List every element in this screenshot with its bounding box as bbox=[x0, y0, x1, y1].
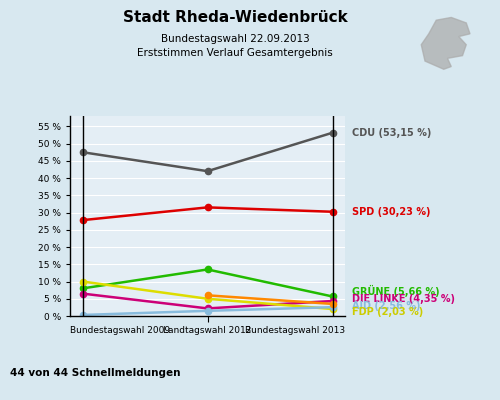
Text: Bundestagswahl 2013: Bundestagswahl 2013 bbox=[245, 326, 345, 335]
Text: Stadt Rheda-Wiedenbrück: Stadt Rheda-Wiedenbrück bbox=[122, 10, 348, 25]
Text: FDP (2,03 %): FDP (2,03 %) bbox=[352, 307, 424, 317]
Text: 44 von 44 Schnellmeldungen: 44 von 44 Schnellmeldungen bbox=[10, 368, 180, 378]
Text: CDU (53,15 %): CDU (53,15 %) bbox=[352, 128, 432, 138]
Text: SPD (30,23 %): SPD (30,23 %) bbox=[352, 207, 431, 217]
Text: Bundestagswahl 2009: Bundestagswahl 2009 bbox=[70, 326, 170, 335]
Text: DIE LINKE (4,35 %): DIE LINKE (4,35 %) bbox=[352, 294, 456, 304]
Text: AID (2,56 %): AID (2,56 %) bbox=[352, 301, 421, 311]
Text: GRÜNE (5,66 %): GRÜNE (5,66 %) bbox=[352, 285, 440, 297]
Polygon shape bbox=[421, 18, 470, 69]
Text: Erststimmen Verlauf Gesamtergebnis: Erststimmen Verlauf Gesamtergebnis bbox=[137, 48, 333, 58]
Text: Bundestagswahl 22.09.2013: Bundestagswahl 22.09.2013 bbox=[160, 34, 310, 44]
